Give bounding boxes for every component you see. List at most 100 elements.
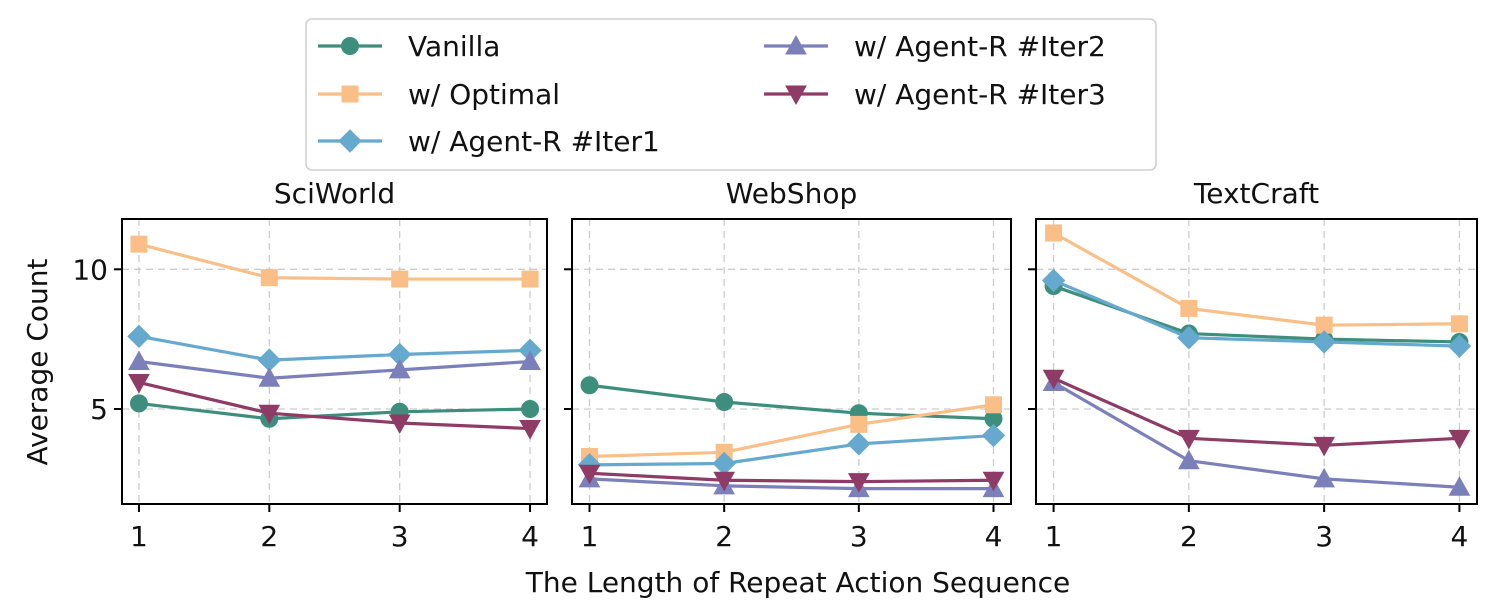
- data-point: [258, 404, 281, 425]
- x-tick-label: 3: [391, 520, 409, 553]
- data-point: [1178, 429, 1200, 450]
- legend-marker: [785, 34, 807, 55]
- series-w-optimal: [130, 235, 539, 288]
- data-point: [984, 396, 1002, 414]
- series-w-optimal: [1045, 224, 1468, 334]
- data-point: [1313, 436, 1335, 457]
- data-point: [519, 420, 541, 440]
- data-point: [1042, 369, 1065, 390]
- data-point: [1448, 429, 1471, 450]
- series-w-agent-r-iter2: [1042, 371, 1471, 496]
- series-line: [1052, 231, 1460, 327]
- legend-label: w/ Agent-R #Iter2: [854, 30, 1106, 63]
- series-w-agent-r-iter1: [127, 324, 542, 372]
- legend-entry-w-agent-r-iter3: w/ Agent-R #Iter3: [764, 78, 1106, 111]
- series-w-agent-r-iter3: [1042, 369, 1471, 457]
- legend-label: w/ Agent-R #Iter1: [408, 125, 660, 158]
- legend-entry-w-agent-r-iter1: w/ Agent-R #Iter1: [318, 125, 660, 158]
- legend-label: w/ Optimal: [408, 78, 560, 111]
- series-line: [138, 242, 531, 281]
- data-point: [715, 393, 734, 412]
- series-line: [589, 433, 994, 467]
- data-point: [847, 432, 871, 456]
- series-line: [1052, 376, 1460, 447]
- data-point: [1178, 449, 1200, 470]
- legend: Vanilla w/ Optimal w/ Agent-R #Iter1 w/ Age…: [305, 18, 1157, 171]
- plot-frame: [121, 218, 548, 505]
- data-point: [128, 373, 150, 394]
- legend-label: Vanilla: [408, 30, 500, 63]
- legend-box: [305, 18, 1157, 171]
- data-point: [981, 423, 1006, 448]
- data-point: [1177, 326, 1201, 350]
- x-tick-label: 3: [1315, 520, 1333, 553]
- series-w-agent-r-iter3: [128, 373, 541, 440]
- series-vanilla: [129, 394, 540, 428]
- series-w-agent-r-iter3: [578, 464, 1005, 493]
- data-point: [391, 270, 409, 288]
- subplot-webshop: 1 2 3 4 WebShop: [564, 177, 1012, 553]
- data-point: [129, 394, 148, 413]
- x-axis-label: The Length of Repeat Action Sequence: [525, 566, 1071, 599]
- data-point: [847, 473, 870, 493]
- subplot-textcraft: 1 2 3 4 TextCraft: [1028, 177, 1478, 553]
- data-point: [260, 269, 278, 287]
- x-tick-label: 1: [1045, 520, 1063, 553]
- subplot-title: TextCraft: [1193, 177, 1319, 210]
- x-tick-label: 2: [1180, 520, 1198, 553]
- legend-label: w/ Agent-R #Iter3: [854, 78, 1106, 111]
- series-line: [589, 477, 994, 491]
- series-w-agent-r-iter1: [577, 423, 1006, 477]
- legend-marker: [341, 85, 359, 103]
- legend-entry-w-agent-r-iter2: w/ Agent-R #Iter2: [764, 30, 1106, 63]
- x-tick-label: 4: [985, 520, 1003, 553]
- series-w-agent-r-iter2: [578, 467, 1005, 498]
- series-vanilla: [580, 376, 1003, 428]
- data-point: [388, 414, 411, 435]
- x-tick-label: 1: [581, 520, 599, 553]
- data-point: [1450, 315, 1468, 333]
- series-line: [589, 471, 994, 484]
- data-point: [1041, 268, 1066, 293]
- data-point: [982, 471, 1005, 492]
- x-tick-label: 1: [130, 520, 148, 553]
- data-point: [388, 358, 411, 379]
- data-point: [1448, 476, 1471, 496]
- plot-frame: [571, 218, 1012, 505]
- data-point: [127, 324, 151, 349]
- subplot-sciworld: 1 2 3 4 5 10 SciWorld: [72, 177, 548, 553]
- data-point: [521, 400, 540, 418]
- subplot-title: SciWorld: [274, 177, 395, 210]
- series-line: [589, 403, 994, 459]
- series-line: [138, 401, 531, 421]
- series-line: [138, 380, 531, 431]
- data-point: [258, 367, 281, 387]
- data-point: [519, 350, 541, 370]
- legend-marker: [338, 129, 362, 153]
- data-point: [850, 415, 868, 433]
- x-tick-label: 2: [260, 520, 278, 553]
- legend-marker: [785, 85, 807, 106]
- legend-entry-w-optimal: w/ Optimal: [318, 78, 560, 111]
- data-point: [713, 471, 736, 492]
- y-axis-label: Average Count: [21, 258, 54, 465]
- data-point: [1045, 224, 1063, 242]
- data-point: [130, 235, 148, 253]
- x-tick-label: 3: [850, 520, 868, 553]
- legend-marker: [341, 37, 359, 55]
- series-line: [1053, 284, 1460, 344]
- series-w-agent-r-iter2: [128, 350, 541, 387]
- data-point: [1313, 467, 1335, 488]
- y-tick-label: 10: [72, 253, 108, 286]
- subplot-title: WebShop: [726, 177, 857, 210]
- data-point: [1447, 334, 1472, 358]
- data-point: [128, 350, 150, 370]
- data-point: [521, 270, 539, 288]
- series-line: [1052, 278, 1460, 348]
- data-point: [1180, 299, 1198, 317]
- series-line: [138, 334, 531, 362]
- subplots: 1 2 3 4 5 10 SciWorld 1 2 3 4 WebShop 1 2 3 4 TextCraft: [72, 177, 1478, 553]
- series-line: [1052, 381, 1460, 489]
- data-point: [578, 464, 601, 485]
